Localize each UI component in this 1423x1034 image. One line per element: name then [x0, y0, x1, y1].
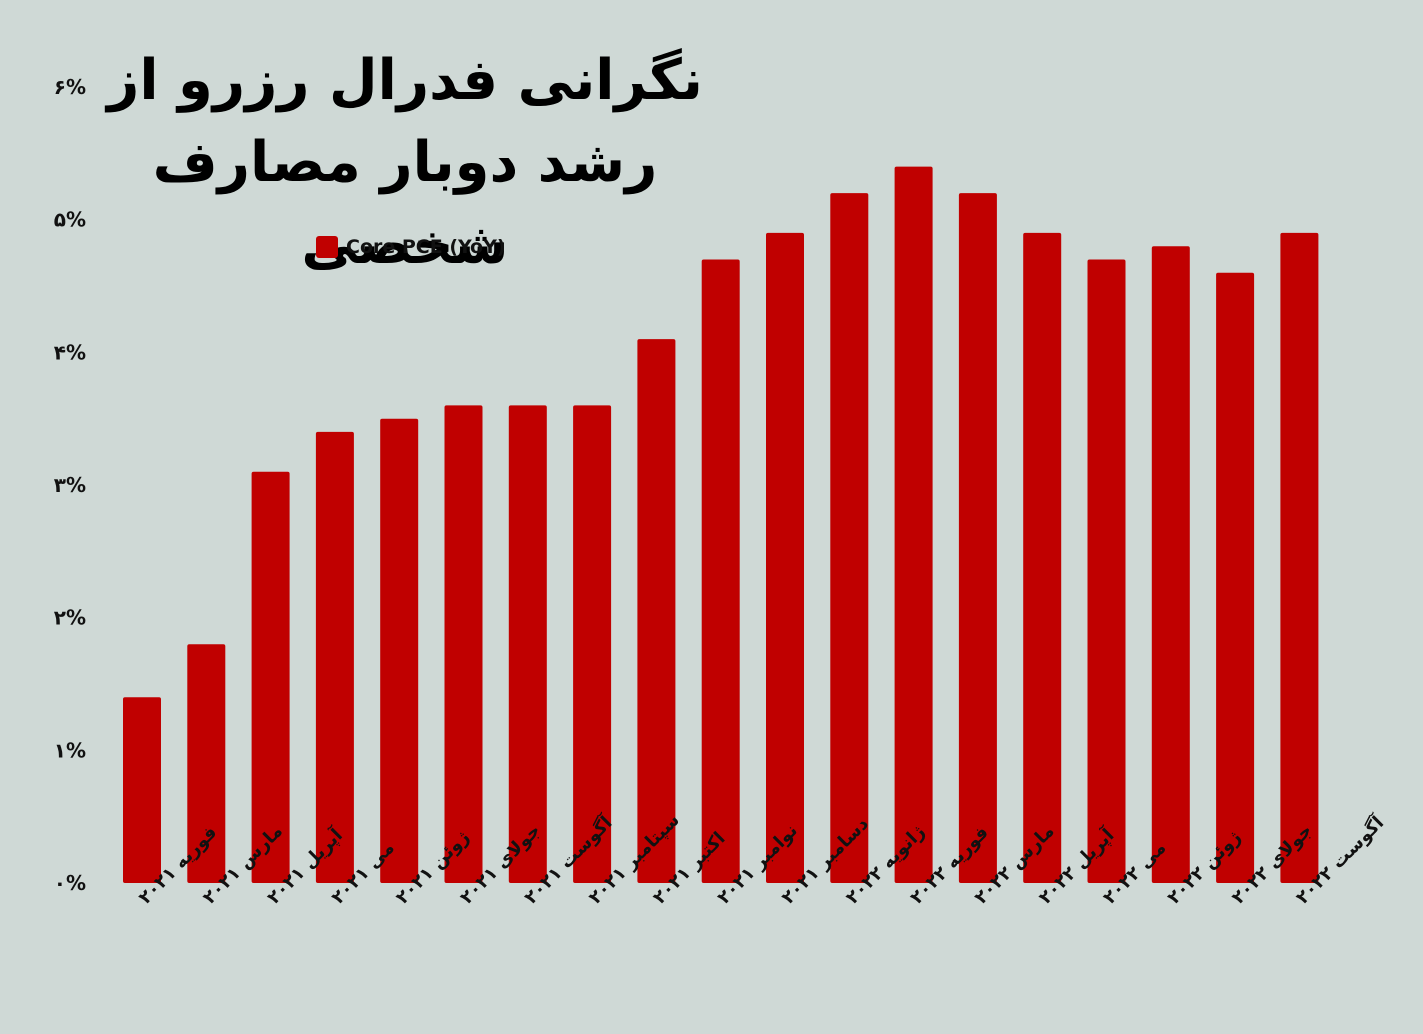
y-tick-label: ۴%	[54, 340, 86, 364]
bar	[251, 471, 290, 883]
y-tick-label: ۶%	[54, 75, 86, 99]
bar	[1280, 232, 1319, 883]
legend-label: Core PCE (YoY)	[346, 236, 506, 258]
y-tick-label: ۰%	[54, 871, 86, 895]
bar	[315, 431, 354, 883]
bar	[123, 697, 161, 883]
bar	[1023, 232, 1062, 883]
bar	[701, 259, 740, 883]
bar	[1151, 246, 1190, 883]
bar	[573, 405, 612, 883]
bar	[637, 339, 676, 884]
legend: Core PCE (YoY)	[316, 236, 506, 258]
legend-swatch	[316, 236, 338, 258]
bar	[766, 232, 804, 883]
chart-title: نگرانی فدرال رزرو از رشد دوبار مصارف شخص…	[107, 48, 703, 277]
bar	[187, 644, 226, 883]
bar	[1087, 259, 1126, 883]
y-tick-label: ۱%	[54, 738, 86, 762]
bar	[508, 405, 547, 883]
bar	[444, 405, 483, 883]
bar	[1216, 272, 1255, 883]
bar	[894, 166, 933, 884]
y-tick-label: ۳%	[54, 473, 86, 497]
y-tick-label: ۲%	[54, 606, 86, 630]
bar	[958, 193, 997, 884]
bar	[380, 418, 419, 883]
bar	[830, 193, 869, 884]
y-tick-label: ۵%	[54, 208, 86, 232]
